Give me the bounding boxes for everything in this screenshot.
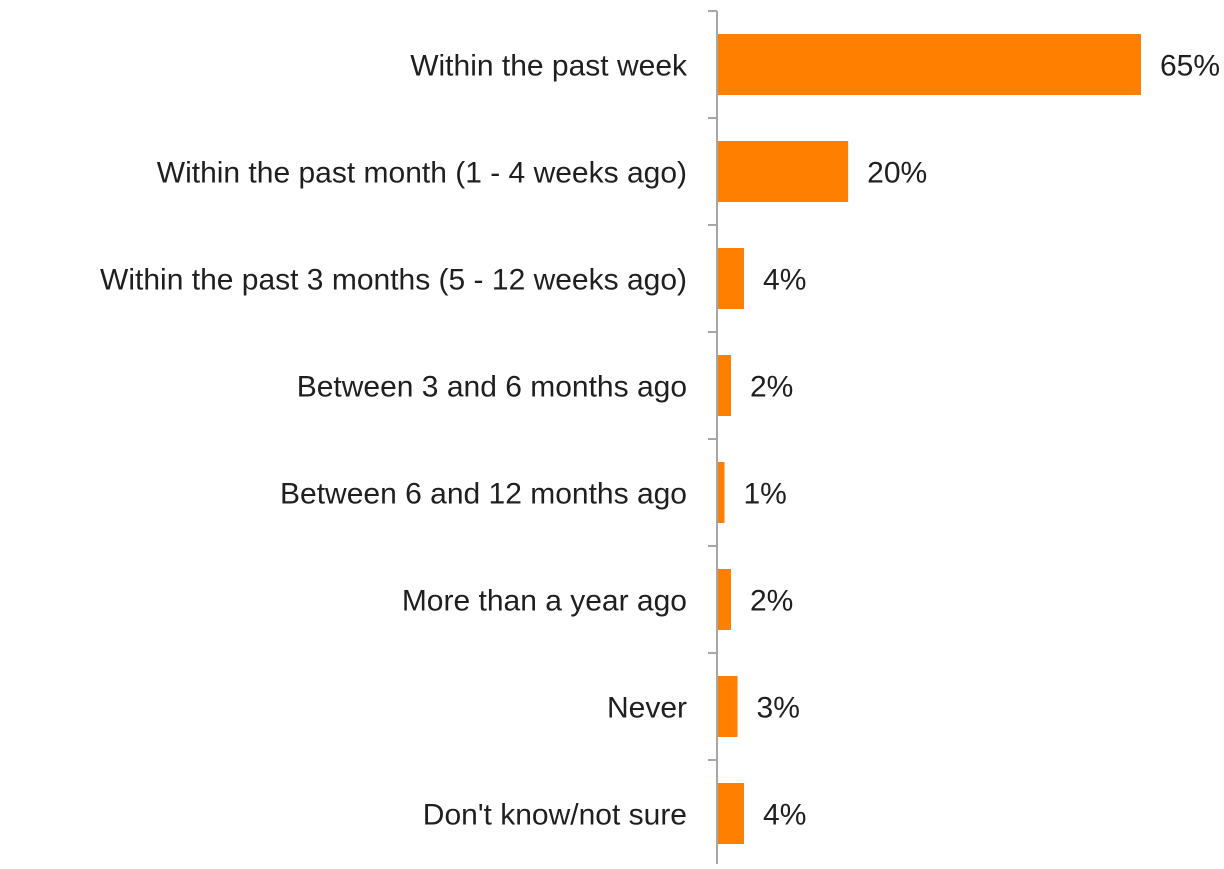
category-label: Within the past 3 months (5 - 12 weeks a…	[100, 264, 687, 297]
value-label: 20%	[867, 157, 927, 190]
category-label: More than a year ago	[402, 585, 687, 618]
category-label: Between 6 and 12 months ago	[280, 478, 687, 511]
category-labels: Within the past week Within the past mont…	[100, 50, 688, 832]
category-axis	[708, 10, 718, 864]
bar	[718, 783, 745, 844]
category-label: Never	[607, 692, 687, 725]
value-label: 2%	[750, 371, 793, 404]
bar	[718, 34, 1141, 95]
category-label: Don't know/not sure	[423, 799, 687, 832]
bar	[718, 248, 745, 309]
category-label: Between 3 and 6 months ago	[297, 371, 687, 404]
bar	[718, 141, 849, 202]
category-label: Within the past week	[410, 50, 688, 83]
bar	[718, 355, 732, 416]
bars-group	[718, 34, 1141, 844]
value-label: 65%	[1160, 50, 1220, 83]
bar	[718, 676, 738, 737]
value-label: 4%	[763, 264, 806, 297]
value-label: 3%	[757, 692, 800, 725]
bar	[718, 462, 725, 523]
value-label: 2%	[750, 585, 793, 618]
category-label: Within the past month (1 - 4 weeks ago)	[157, 157, 687, 190]
bar	[718, 569, 732, 630]
value-labels: 65% 20% 4% 2% 1% 2% 3% 4%	[744, 50, 1221, 832]
value-label: 1%	[744, 478, 787, 511]
value-label: 4%	[763, 799, 806, 832]
